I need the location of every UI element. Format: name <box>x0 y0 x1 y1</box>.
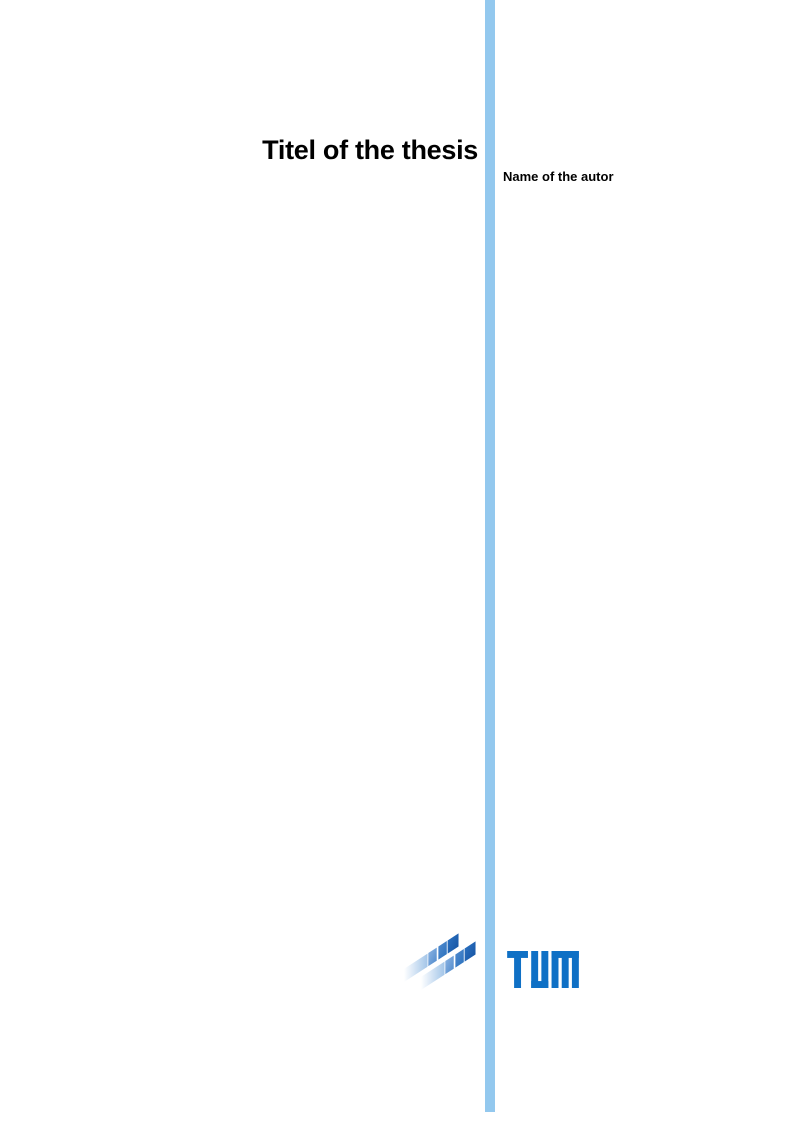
chair-logo-light-segment <box>428 947 437 967</box>
tum-logo-m-right <box>571 951 579 988</box>
thesis-title: Titel of the thesis <box>262 135 478 165</box>
author-name: Name of the autor <box>503 169 614 184</box>
tum-logo <box>507 951 579 988</box>
chair-logo-mid-segment <box>438 941 447 960</box>
chair-diagonal-bars-logo <box>403 933 495 998</box>
tum-logo-m-middle <box>561 951 569 988</box>
tum-logo-t-stem <box>514 951 522 988</box>
chair-logo-mid-segment <box>455 949 464 968</box>
chair-logo-dark-segment <box>447 933 459 954</box>
chair-logo-dark-segment <box>464 941 476 962</box>
tum-logo-m-left <box>551 951 559 988</box>
chair-logo-light-segment <box>445 955 454 975</box>
tum-logo-u-bottom <box>531 981 549 988</box>
vertical-accent-stripe <box>485 0 495 1112</box>
tum-logo-u-right <box>541 951 549 988</box>
tum-logo-u-left <box>531 951 539 988</box>
